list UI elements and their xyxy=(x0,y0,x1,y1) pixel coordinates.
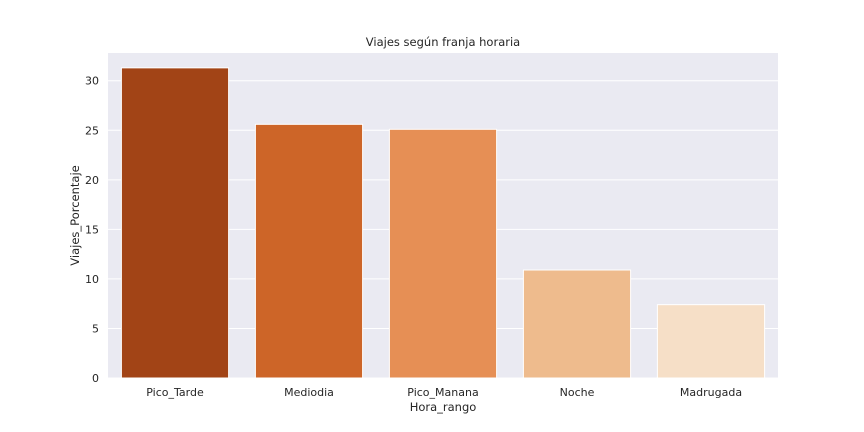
bar-pico-tarde xyxy=(120,67,230,379)
bar-madrugada xyxy=(656,304,766,379)
y-tick-label: 5 xyxy=(92,322,99,335)
bar-noche xyxy=(522,269,632,379)
x-tick-label: Pico_Tarde xyxy=(146,386,204,399)
x-tick-label: Pico_Manana xyxy=(407,386,478,399)
y-tick-label: 20 xyxy=(85,174,99,187)
x-tick-label: Noche xyxy=(560,386,595,399)
chart-title: Viajes según franja horaria xyxy=(366,35,520,49)
y-axis-ticks: 0 5 10 15 20 25 30 xyxy=(85,75,99,385)
x-tick-label: Madrugada xyxy=(680,386,742,399)
y-tick-label: 0 xyxy=(92,372,99,385)
x-axis-label: Hora_rango xyxy=(410,400,477,414)
y-tick-label: 15 xyxy=(85,223,99,236)
x-axis-ticks: Pico_Tarde Mediodia Pico_Manana Noche Madrug… xyxy=(146,386,742,399)
y-tick-label: 30 xyxy=(85,75,99,88)
bar-mediodia xyxy=(254,123,364,379)
bars xyxy=(120,67,766,379)
y-tick-label: 25 xyxy=(85,124,99,137)
bar-pico-manana xyxy=(388,128,498,379)
x-tick-label: Mediodia xyxy=(284,386,334,399)
y-tick-label: 10 xyxy=(85,273,99,286)
y-axis-label: Viajes_Porcentaje xyxy=(68,165,82,265)
